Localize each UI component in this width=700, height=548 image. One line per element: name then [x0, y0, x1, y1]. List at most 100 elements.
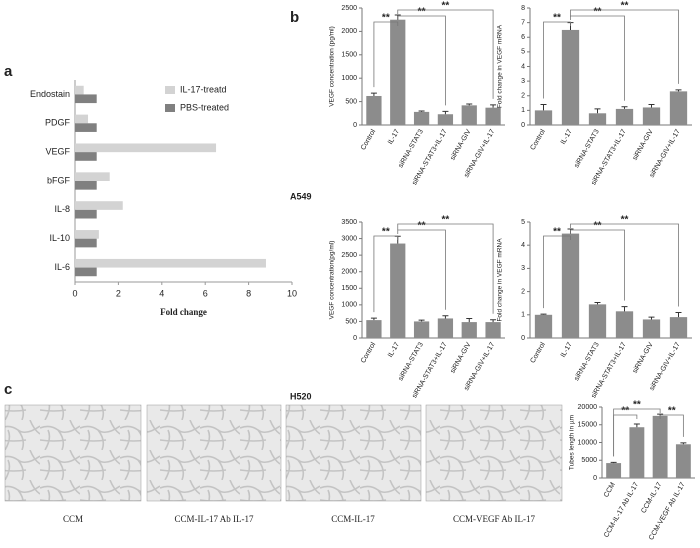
bar: [615, 311, 634, 338]
y-tick-label: VEGF: [45, 147, 70, 157]
x-tick-label: siRNA-GIV: [632, 341, 655, 374]
y-tick-label: IL-10: [49, 233, 70, 243]
y-tick-label: IL-8: [54, 204, 70, 214]
x-tick-label: 10: [287, 288, 297, 298]
significance-bracket: [570, 229, 625, 301]
y-tick-label: 0: [593, 475, 597, 482]
y-tick-label: 7: [521, 19, 525, 26]
bar: [75, 238, 97, 248]
error-bar: [633, 423, 640, 428]
y-tick-label: 3000: [341, 235, 357, 242]
bar: [669, 317, 688, 338]
row-label: A549: [290, 191, 312, 201]
bar: [390, 19, 406, 126]
y-axis-title: VEGF concentration (pg/ml): [329, 26, 336, 107]
error-bar: [418, 319, 425, 322]
bar: [390, 243, 406, 338]
y-tick-label: 10000: [578, 439, 598, 446]
bar: [75, 85, 84, 95]
bar: [437, 114, 454, 125]
row-label: H520: [290, 391, 312, 401]
error-bar: [594, 108, 601, 114]
image-caption: CCM-VEGF Ab IL-17: [453, 514, 536, 524]
bar: [534, 314, 553, 338]
significance-bracket: [397, 15, 446, 106]
x-tick-label: 6: [203, 288, 208, 298]
bar: [75, 152, 97, 161]
bar: [485, 322, 501, 338]
x-tick-label: Control: [360, 128, 378, 151]
bar: [588, 304, 607, 338]
legend-swatch: [165, 104, 175, 112]
bar: [366, 95, 382, 125]
significance-label: **: [621, 406, 629, 417]
significance-label: **: [418, 7, 426, 18]
significance-label: **: [668, 406, 676, 417]
bar: [561, 233, 580, 338]
y-tick-label: 0: [521, 335, 525, 342]
significance-bracket: [543, 21, 571, 99]
error-bar: [370, 317, 377, 321]
y-tick-label: 500: [345, 318, 357, 325]
x-tick-label: 2: [116, 288, 121, 298]
bar: [675, 444, 691, 478]
y-tick-label: 3: [521, 78, 525, 85]
error-bar: [466, 103, 473, 106]
significance-label: **: [621, 215, 629, 226]
significance-bracket: [373, 21, 399, 88]
image-caption: CCM-IL-17: [331, 514, 375, 524]
significance-label: **: [594, 7, 602, 18]
x-tick-label: 4: [159, 288, 164, 298]
error-bar: [610, 461, 617, 464]
y-tick-label: 1500: [341, 285, 357, 292]
x-tick-label: IL-17: [387, 341, 401, 358]
y-tick-label: 1: [521, 312, 525, 319]
y-axis-title: Fold change in VEGF mRNA: [497, 24, 504, 108]
significance-label: **: [442, 1, 450, 12]
bar: [75, 201, 123, 210]
error-bar: [675, 89, 682, 92]
bar: [461, 322, 477, 338]
bar: [642, 319, 661, 338]
x-tick-label: siRNA-STAT3: [573, 341, 601, 382]
bar: [652, 415, 668, 478]
error-bar: [442, 110, 449, 115]
y-axis-title: Tubes length in µm: [569, 415, 576, 470]
y-tick-label: 20000: [578, 404, 598, 411]
significance-bracket: [397, 223, 494, 314]
y-tick-label: 3: [521, 265, 525, 272]
x-tick-label: siRNA-GIV+IL-17: [649, 128, 682, 179]
panel-label: a: [4, 63, 13, 80]
significance-label: **: [382, 13, 390, 24]
significance-bracket: [543, 235, 571, 309]
y-tick-label: 8: [521, 5, 525, 12]
y-tick-label: 2: [521, 288, 525, 295]
y-tick-label: 500: [345, 98, 357, 105]
y-tick-label: PDGF: [45, 118, 71, 128]
y-tick-label: 5: [521, 49, 525, 56]
significance-label: **: [553, 13, 561, 24]
bar: [642, 107, 661, 125]
bar: [75, 230, 99, 239]
y-tick-label: Endostain: [30, 89, 70, 99]
significance-bracket: [659, 414, 684, 437]
bar: [75, 94, 97, 104]
bar: [75, 181, 97, 190]
bar: [485, 107, 501, 125]
error-bar: [466, 317, 473, 323]
legend-swatch: [165, 86, 175, 94]
image-caption: CCM-IL-17 Ab IL-17: [175, 514, 254, 524]
x-tick-label: siRNA-GIV+IL-17: [649, 341, 682, 392]
significance-label: **: [382, 227, 390, 238]
significance-label: **: [633, 400, 641, 411]
bar: [75, 267, 97, 277]
bar: [615, 108, 634, 125]
error-bar: [418, 110, 425, 112]
x-tick-label: siRNA-GIV: [632, 128, 655, 161]
y-tick-label: 2000: [341, 269, 357, 276]
error-bar: [594, 302, 601, 305]
y-tick-label: 3500: [341, 219, 357, 226]
x-tick-label: siRNA-STAT3: [397, 128, 425, 169]
significance-bracket: [373, 235, 399, 313]
legend-label: IL-17-treatd: [180, 84, 227, 94]
